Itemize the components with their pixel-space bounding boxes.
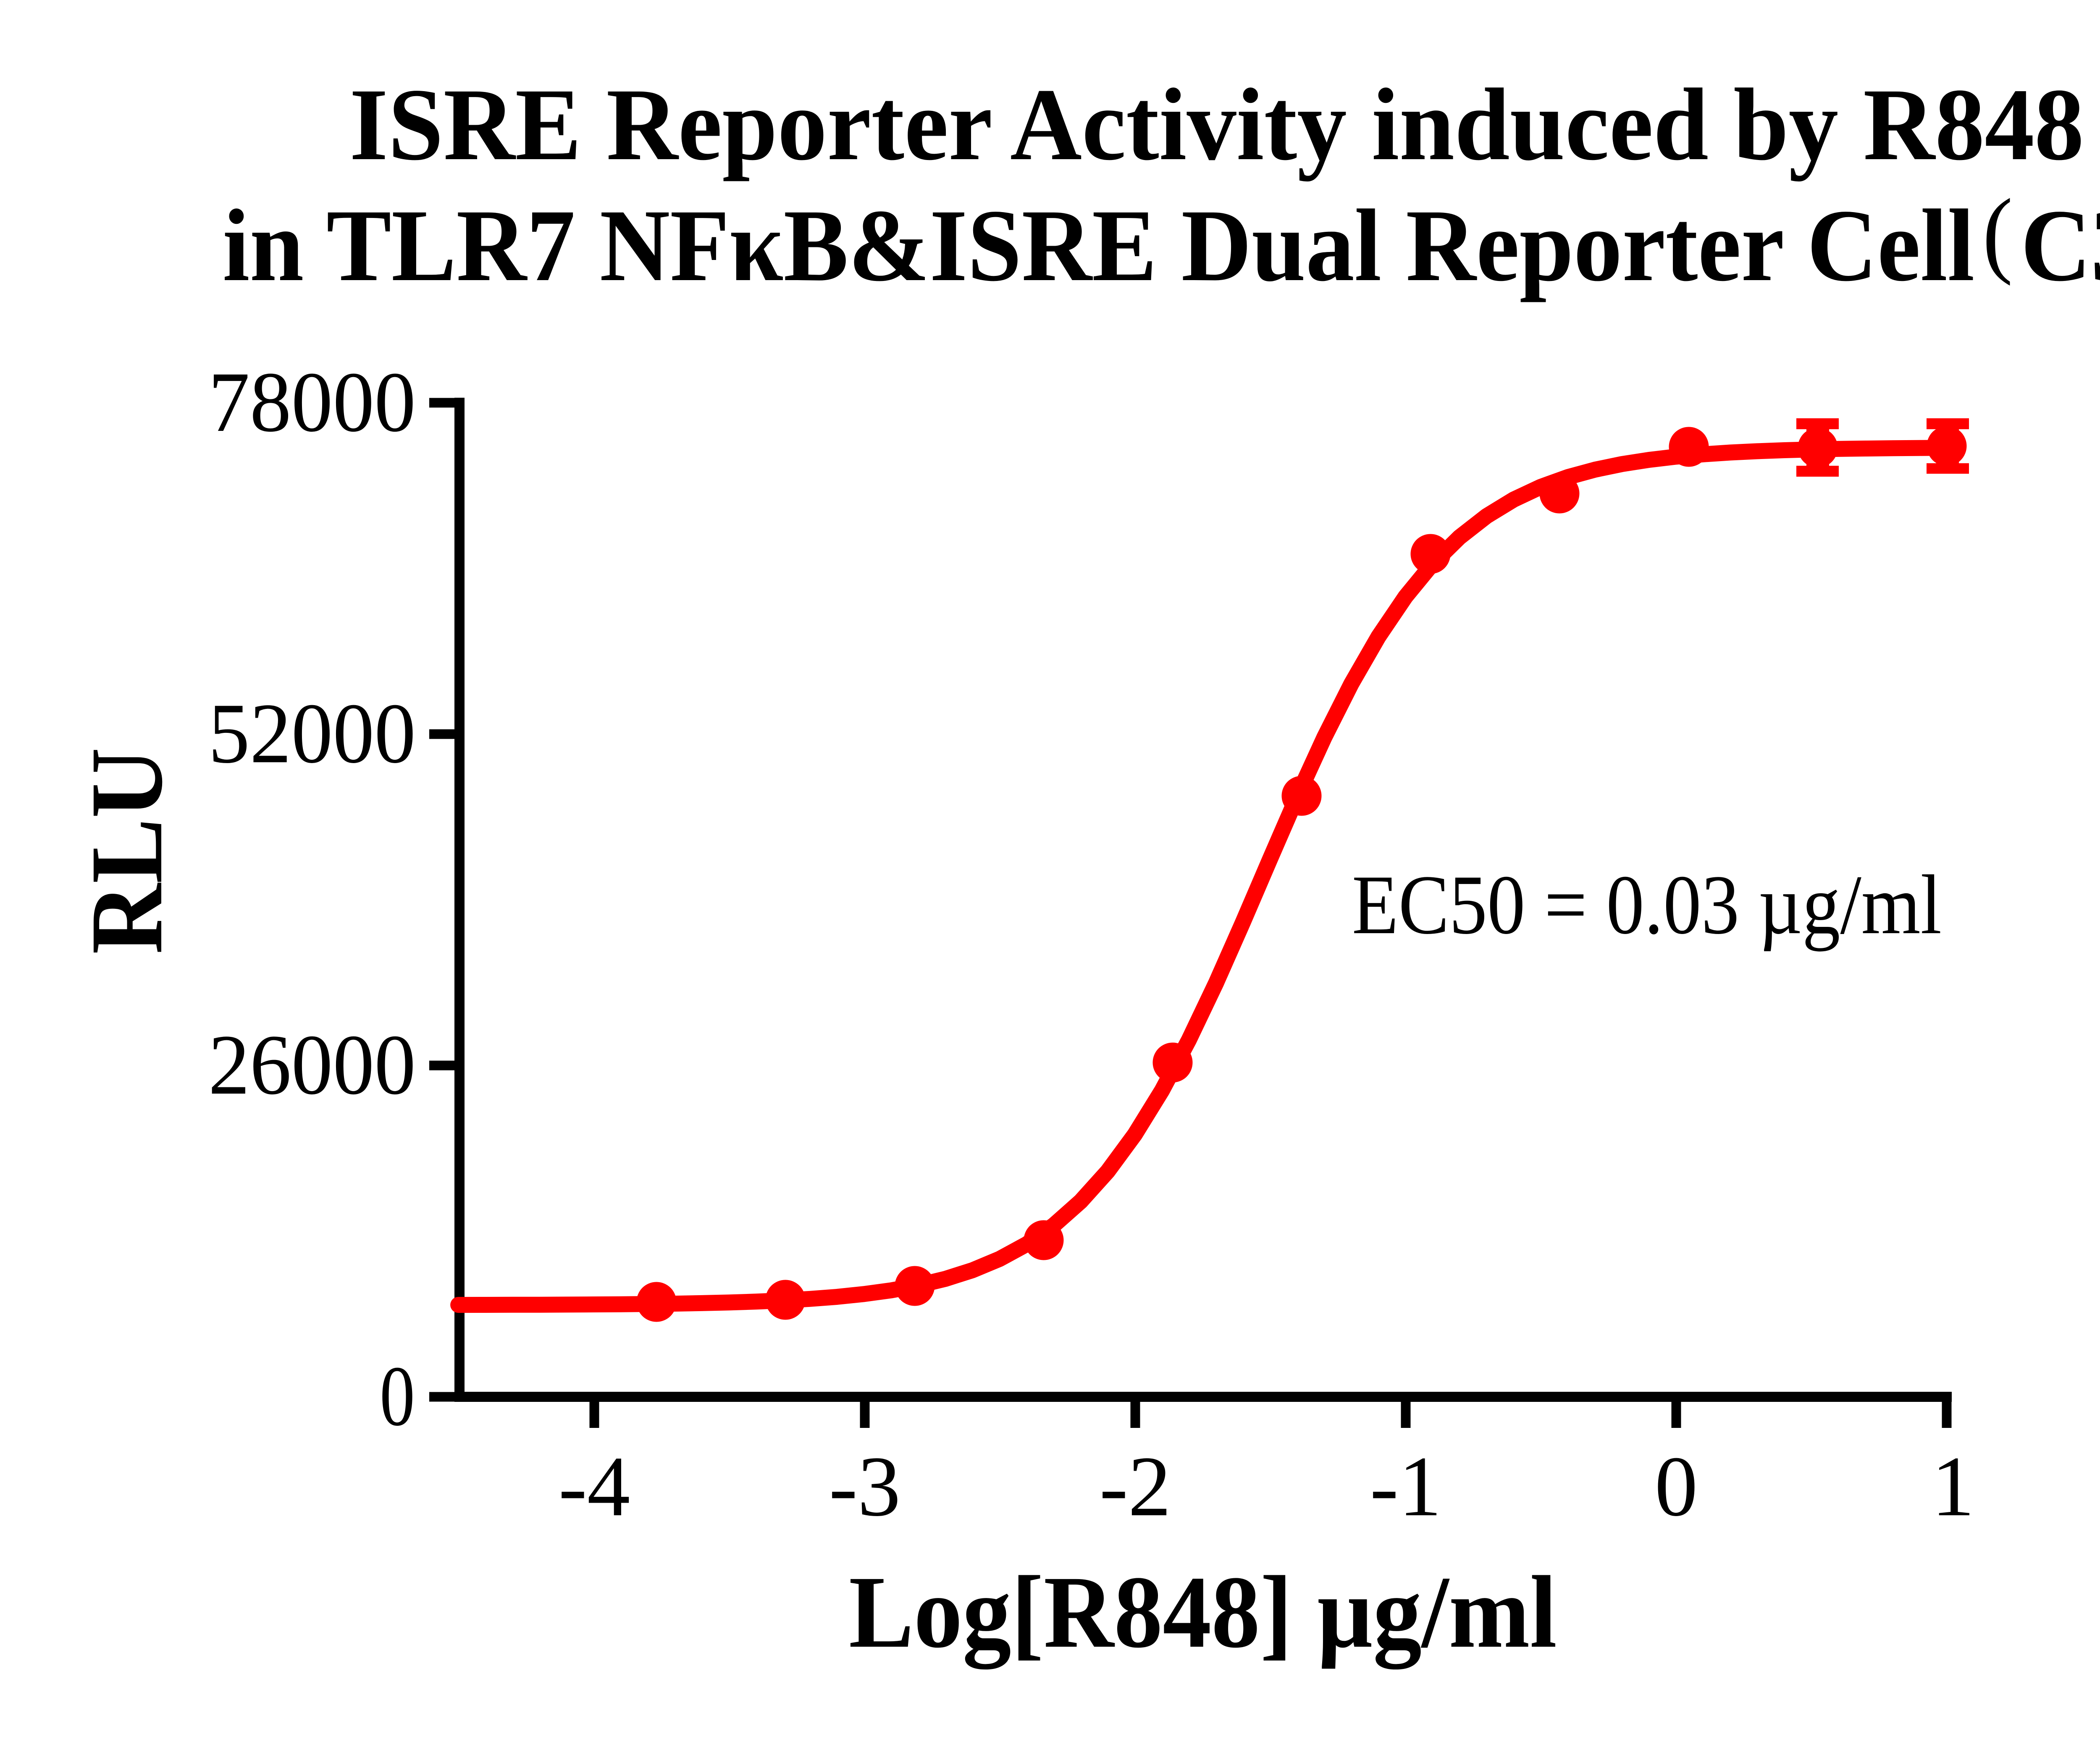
svg-text:26000: 26000 (208, 1017, 416, 1113)
svg-text:Log[R848] µg/ml: Log[R848] µg/ml (849, 1555, 1557, 1669)
svg-text:-2: -2 (1100, 1439, 1171, 1534)
svg-text:ISRE Reporter Activity induced: ISRE Reporter Activity induced by R848 (349, 68, 2084, 182)
svg-text:1: 1 (1932, 1439, 1975, 1534)
svg-text:0: 0 (1655, 1439, 1698, 1534)
svg-text:EC50 = 0.03 µg/ml: EC50 = 0.03 µg/ml (1352, 858, 1942, 952)
svg-text:-1: -1 (1370, 1439, 1442, 1534)
svg-text:52000: 52000 (208, 686, 416, 781)
svg-text:78000: 78000 (208, 354, 416, 450)
svg-text:in TLR7 NFκB&ISRE Dual Reporte: in TLR7 NFκB&ISRE Dual Reporter Cell(C3) (223, 179, 2100, 303)
svg-text:-4: -4 (559, 1439, 630, 1534)
svg-text:0: 0 (380, 1349, 415, 1444)
svg-text:RLU: RLU (70, 748, 184, 954)
svg-text:-3: -3 (829, 1439, 901, 1534)
